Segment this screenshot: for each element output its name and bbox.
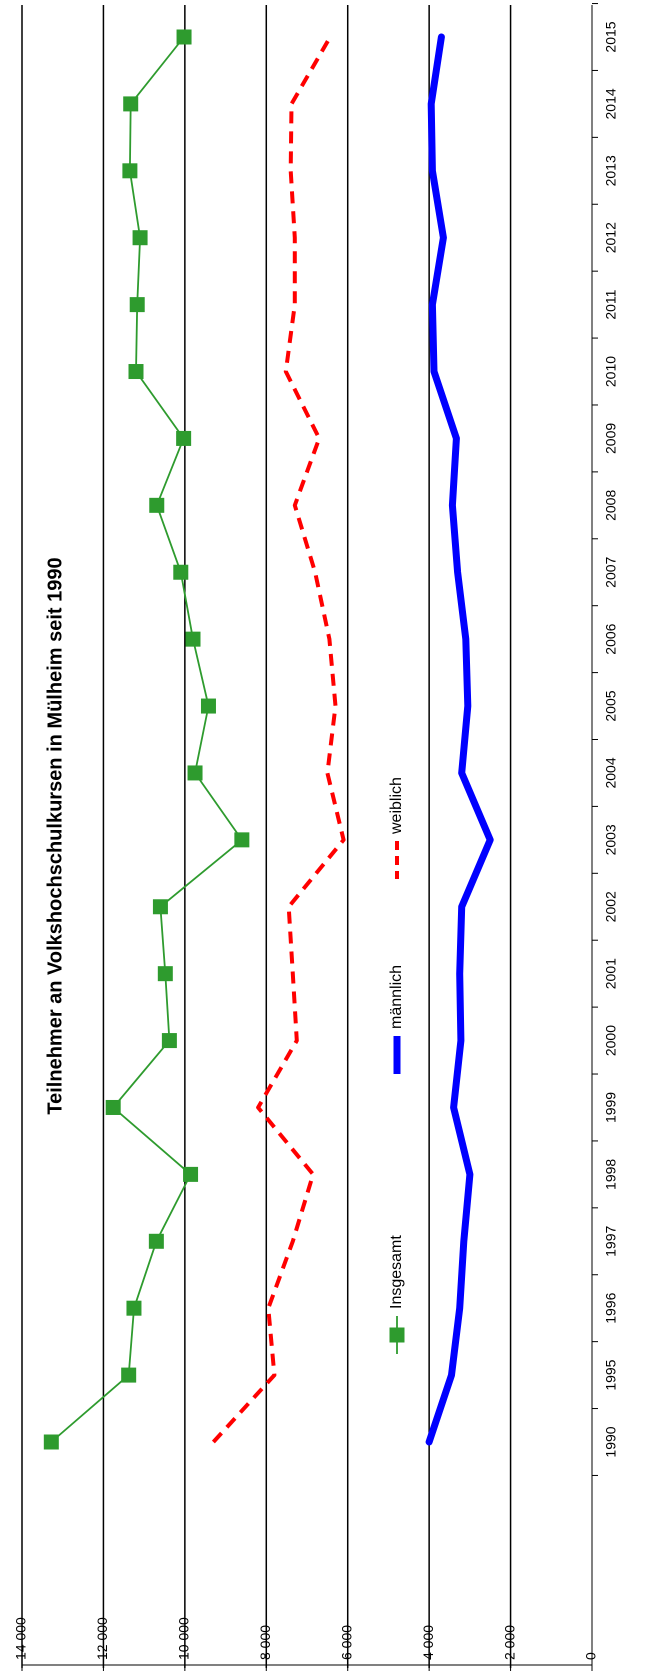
- data-point-marker: [157, 966, 173, 982]
- category-tick-label: 2008: [603, 490, 619, 521]
- category-tick-label: 2006: [603, 623, 619, 654]
- data-point-marker: [187, 765, 203, 781]
- data-point-marker: [183, 1166, 199, 1182]
- data-point-marker: [185, 631, 201, 647]
- legend-marker: [389, 1327, 405, 1343]
- category-tick-label: 1995: [603, 1359, 619, 1390]
- category-tick-label: 2000: [603, 1025, 619, 1056]
- data-point-marker: [161, 1033, 177, 1049]
- data-point-marker: [176, 430, 192, 446]
- value-tick-label: 10 000: [176, 1617, 192, 1660]
- data-point-marker: [43, 1434, 59, 1450]
- series-line-weiblich: [211, 35, 346, 1444]
- value-tick-label: 2 000: [501, 1625, 517, 1660]
- data-point-marker: [148, 1233, 164, 1249]
- data-point-marker: [200, 698, 216, 714]
- data-point-marker: [173, 564, 189, 580]
- category-tick-label: 2005: [603, 690, 619, 721]
- data-point-marker: [149, 497, 165, 513]
- category-tick-label: 1996: [603, 1292, 619, 1323]
- data-point-marker: [126, 1300, 142, 1316]
- data-point-marker: [234, 832, 250, 848]
- value-tick-label: 4 000: [420, 1625, 436, 1660]
- value-tick-label: 14 000: [13, 1617, 29, 1660]
- chart-title-group: Teilnehmer an Volkshochschulkursen in Mü…: [44, 557, 66, 1114]
- category-tick-label: 1990: [603, 1426, 619, 1457]
- category-tick-label: 2011: [603, 289, 619, 319]
- data-point-marker: [132, 230, 148, 246]
- data-point-marker: [176, 29, 192, 45]
- category-tick-label: 2012: [603, 222, 619, 253]
- data-point-marker: [128, 364, 144, 380]
- series-line-m-nnlich: [425, 33, 494, 1446]
- category-tick-label: 1997: [603, 1226, 619, 1257]
- category-tick-label: 2013: [603, 155, 619, 186]
- legend-label: männlich: [388, 965, 405, 1029]
- value-tick-label: 6 000: [338, 1625, 354, 1660]
- category-tick-label: 2014: [603, 88, 619, 119]
- category-tick-label: 1998: [603, 1159, 619, 1190]
- category-tick-label: 2001: [603, 958, 619, 989]
- category-tick-label: 1999: [603, 1092, 619, 1123]
- legend-label: weiblich: [388, 777, 405, 835]
- data-point-marker: [122, 163, 138, 179]
- category-tick-label: 2004: [603, 757, 619, 788]
- data-point-marker: [105, 1099, 121, 1115]
- value-tick-label: 8 000: [257, 1625, 273, 1660]
- data-point-marker: [123, 96, 139, 112]
- legend-label: Insgesamt: [388, 1235, 405, 1309]
- chart-title: Teilnehmer an Volkshochschulkursen in Mü…: [44, 557, 66, 1114]
- value-tick-label: 12 000: [94, 1617, 110, 1660]
- category-tick-label: 2007: [603, 556, 619, 587]
- series-line-insgesamt: [50, 36, 243, 1443]
- data-point-marker: [129, 297, 145, 313]
- category-tick-label: 2015: [603, 21, 619, 52]
- category-tick-label: 2010: [603, 356, 619, 387]
- value-tick-label: 0: [583, 1652, 599, 1660]
- data-point-marker: [152, 899, 168, 915]
- plot-area: 1990 1995 1996 1997 1998 1999 2000 2001 2002 2003…: [13, 3, 619, 1671]
- category-tick-label: 2002: [603, 891, 619, 922]
- category-tick-label: 2009: [603, 423, 619, 454]
- category-tick-label: 2003: [603, 824, 619, 855]
- data-point-marker: [121, 1367, 137, 1383]
